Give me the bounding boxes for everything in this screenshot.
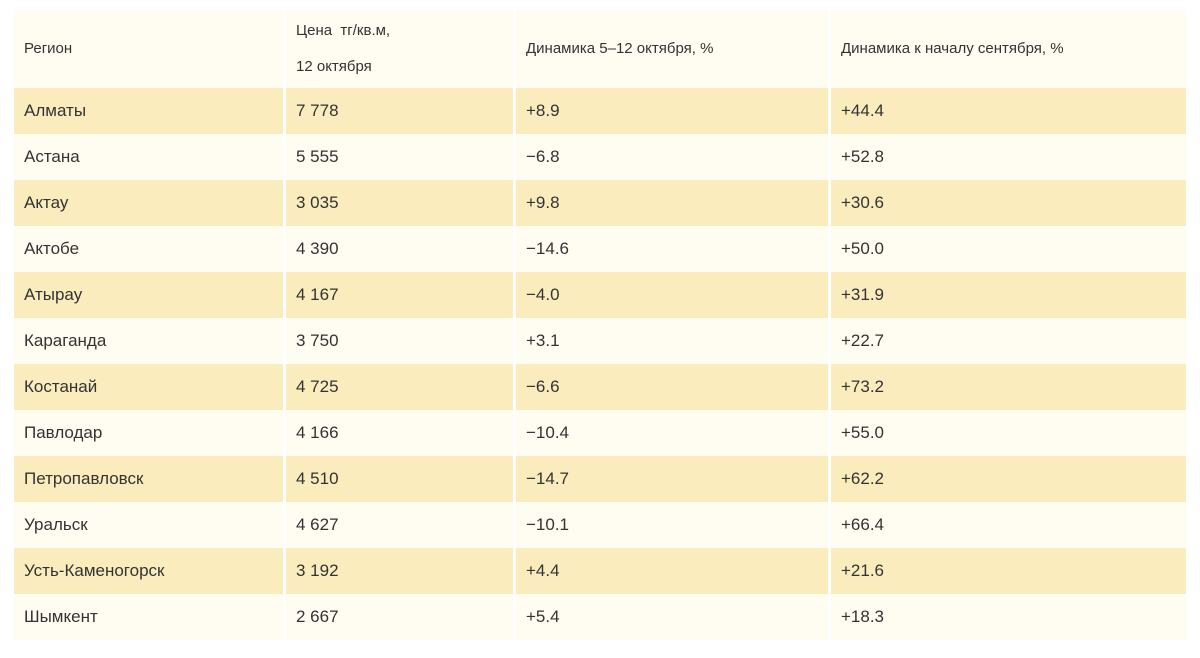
table-row: Актобе 4 390 −14.6 +50.0 (14, 226, 1186, 272)
monthly-dynamics-cell: +31.9 (831, 272, 1186, 318)
weekly-dynamics-cell: −4.0 (516, 272, 828, 318)
monthly-dynamics-cell: +55.0 (831, 410, 1186, 456)
region-cell: Петропавловск (14, 456, 283, 502)
price-cell: 4 725 (286, 364, 513, 410)
monthly-dynamics-cell: +18.3 (831, 594, 1186, 640)
table-row: Павлодар 4 166 −10.4 +55.0 (14, 410, 1186, 456)
table-header-row: Регион Цена тг/кв.м, 12 октября Динамика… (14, 10, 1186, 88)
weekly-dynamics-cell: −10.4 (516, 410, 828, 456)
monthly-dynamics-cell: +30.6 (831, 180, 1186, 226)
monthly-dynamics-cell: +62.2 (831, 456, 1186, 502)
price-cell: 3 035 (286, 180, 513, 226)
monthly-dynamics-cell: +73.2 (831, 364, 1186, 410)
region-cell: Шымкент (14, 594, 283, 640)
price-cell: 3 192 (286, 548, 513, 594)
region-cell: Усть-Каменогорск (14, 548, 283, 594)
weekly-dynamics-cell: −6.8 (516, 134, 828, 180)
price-cell: 5 555 (286, 134, 513, 180)
monthly-dynamics-cell: +52.8 (831, 134, 1186, 180)
region-cell: Уральск (14, 502, 283, 548)
table-row: Караганда 3 750 +3.1 +22.7 (14, 318, 1186, 364)
table-row: Уральск 4 627 −10.1 +66.4 (14, 502, 1186, 548)
table-body: Алматы 7 778 +8.9 +44.4 Астана 5 555 −6.8 +52.8… (14, 88, 1186, 640)
region-cell: Атырау (14, 272, 283, 318)
table-row: Атырау 4 167 −4.0 +31.9 (14, 272, 1186, 318)
price-cell: 4 166 (286, 410, 513, 456)
region-cell: Астана (14, 134, 283, 180)
monthly-dynamics-cell: +66.4 (831, 502, 1186, 548)
column-header-monthly-dynamics: Динамика к началу сентября, % (831, 10, 1186, 88)
table-row: Алматы 7 778 +8.9 +44.4 (14, 88, 1186, 134)
table-row: Шымкент 2 667 +5.4 +18.3 (14, 594, 1186, 640)
monthly-dynamics-cell: +21.6 (831, 548, 1186, 594)
region-cell: Павлодар (14, 410, 283, 456)
column-header-region: Регион (14, 10, 283, 88)
weekly-dynamics-cell: −6.6 (516, 364, 828, 410)
weekly-dynamics-cell: +5.4 (516, 594, 828, 640)
region-cell: Костанай (14, 364, 283, 410)
table-row: Костанай 4 725 −6.6 +73.2 (14, 364, 1186, 410)
table-row: Актау 3 035 +9.8 +30.6 (14, 180, 1186, 226)
price-cell: 2 667 (286, 594, 513, 640)
price-cell: 4 510 (286, 456, 513, 502)
price-cell: 7 778 (286, 88, 513, 134)
region-cell: Актобе (14, 226, 283, 272)
monthly-dynamics-cell: +44.4 (831, 88, 1186, 134)
column-header-weekly-dynamics: Динамика 5–12 октября, % (516, 10, 828, 88)
region-cell: Актау (14, 180, 283, 226)
column-header-price-label: Цена тг/кв.м, 12 октября (296, 22, 391, 75)
column-header-price: Цена тг/кв.м, 12 октября (286, 10, 513, 88)
weekly-dynamics-cell: −14.6 (516, 226, 828, 272)
weekly-dynamics-cell: +4.4 (516, 548, 828, 594)
price-cell: 3 750 (286, 318, 513, 364)
weekly-dynamics-cell: −14.7 (516, 456, 828, 502)
weekly-dynamics-cell: +3.1 (516, 318, 828, 364)
price-table: Регион Цена тг/кв.м, 12 октября Динамика… (14, 10, 1186, 640)
table-row: Петропавловск 4 510 −14.7 +62.2 (14, 456, 1186, 502)
weekly-dynamics-cell: −10.1 (516, 502, 828, 548)
table-row: Астана 5 555 −6.8 +52.8 (14, 134, 1186, 180)
monthly-dynamics-cell: +50.0 (831, 226, 1186, 272)
region-cell: Алматы (14, 88, 283, 134)
column-header-region-label: Регион (24, 40, 73, 57)
price-cell: 4 167 (286, 272, 513, 318)
monthly-dynamics-cell: +22.7 (831, 318, 1186, 364)
column-header-weekly-dynamics-label: Динамика 5–12 октября, % (526, 40, 714, 57)
region-cell: Караганда (14, 318, 283, 364)
price-cell: 4 627 (286, 502, 513, 548)
table-row: Усть-Каменогорск 3 192 +4.4 +21.6 (14, 548, 1186, 594)
column-header-monthly-dynamics-label: Динамика к началу сентября, % (841, 40, 1064, 57)
weekly-dynamics-cell: +8.9 (516, 88, 828, 134)
price-cell: 4 390 (286, 226, 513, 272)
weekly-dynamics-cell: +9.8 (516, 180, 828, 226)
